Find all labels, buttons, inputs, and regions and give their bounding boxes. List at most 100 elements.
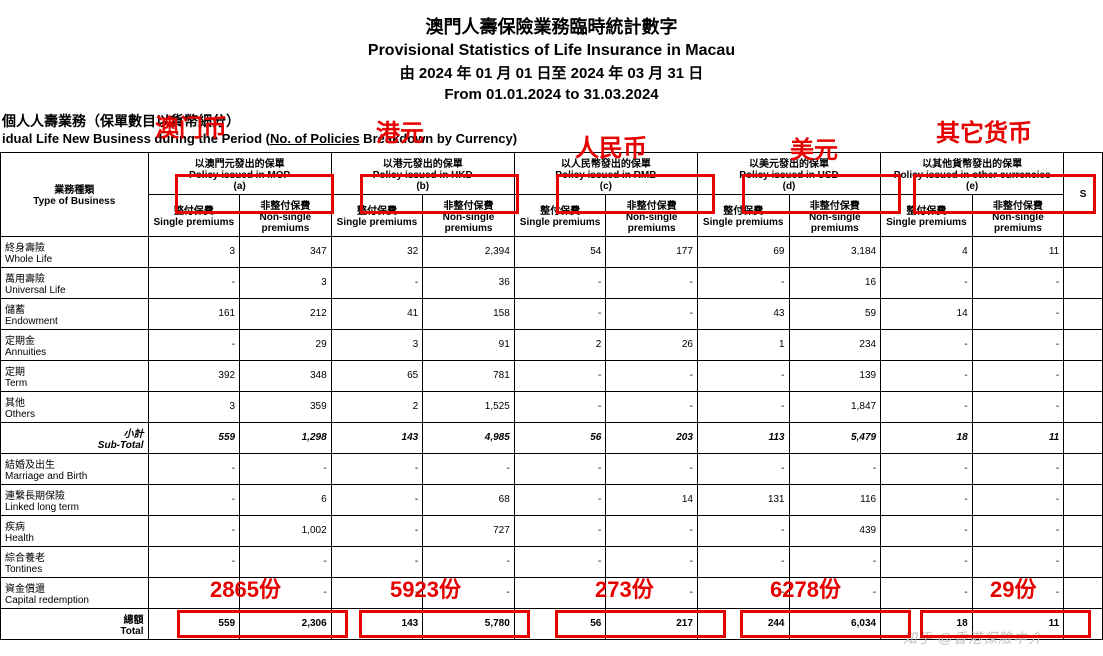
cell-value: 5,780: [423, 608, 515, 639]
table-body: 終身壽險Whole Life3347322,39454177693,184411…: [1, 236, 1103, 639]
cell-value: 3: [148, 236, 240, 267]
cell-value: 2: [331, 391, 423, 422]
cell-value: -: [514, 267, 606, 298]
cell-value: 348: [240, 360, 332, 391]
cell-value: -: [972, 453, 1064, 484]
table-head: 業務種類Type of Business 以澳門元發出的保單Policy iss…: [1, 152, 1103, 236]
cell-value: 212: [240, 298, 332, 329]
cell-value: -: [789, 453, 881, 484]
row-label: 疾病Health: [1, 515, 149, 546]
annotation-label: 其它货币: [936, 113, 1032, 148]
cell-value: 11: [972, 422, 1064, 453]
cell-value: -: [606, 453, 698, 484]
cell-value: 69: [697, 236, 789, 267]
cell-value: -: [331, 267, 423, 298]
table-row: 其他Others335921,525---1,847--: [1, 391, 1103, 422]
cell-value: -: [148, 329, 240, 360]
cell-value: 781: [423, 360, 515, 391]
cell-value: 359: [240, 391, 332, 422]
cell-value: 41: [331, 298, 423, 329]
row-label: 小計Sub-Total: [1, 422, 149, 453]
row-label: 終身壽險Whole Life: [1, 236, 149, 267]
col-single: 整付保費Single premiums: [331, 194, 423, 236]
cell-value: 3: [148, 391, 240, 422]
cell-value: 18: [881, 422, 973, 453]
cell-value: 2,306: [240, 608, 332, 639]
cell-value: 347: [240, 236, 332, 267]
cell-value: 54: [514, 236, 606, 267]
cell-value: 203: [606, 422, 698, 453]
table-row: 終身壽險Whole Life3347322,39454177693,184411: [1, 236, 1103, 267]
cell-value: 43: [697, 298, 789, 329]
cell-value: 11: [972, 236, 1064, 267]
cell-value: 2: [514, 329, 606, 360]
cell-value: 158: [423, 298, 515, 329]
cell-value: 3: [240, 267, 332, 298]
cell-value: -: [148, 515, 240, 546]
row-label: 連繫長期保險Linked long term: [1, 484, 149, 515]
cell-value: -: [148, 484, 240, 515]
cell-value: 143: [331, 422, 423, 453]
row-label: 資金償還Capital redemption: [1, 577, 149, 608]
table-row: 小計Sub-Total5591,2981434,985562031135,479…: [1, 422, 1103, 453]
table-row: 定期Term39234865781---139--: [1, 360, 1103, 391]
policy-table: 業務種類Type of Business 以澳門元發出的保單Policy iss…: [0, 152, 1103, 640]
cell-value: 4: [881, 236, 973, 267]
table-row: 萬用壽險Universal Life-3-36---16--: [1, 267, 1103, 298]
cell-value: 3,184: [789, 236, 881, 267]
cell-value: -: [514, 453, 606, 484]
cell-value: -: [881, 267, 973, 298]
col-tail: S: [1064, 152, 1103, 236]
row-label: 結婚及出生Marriage and Birth: [1, 453, 149, 484]
cell-value: 6: [240, 484, 332, 515]
cell-value: -: [606, 360, 698, 391]
col-single: 整付保費Single premiums: [148, 194, 240, 236]
cell-value: 439: [789, 515, 881, 546]
cell-value: -: [972, 391, 1064, 422]
period-en: From 01.01.2024 to 31.03.2024: [0, 84, 1103, 105]
annotation-label: 人民币: [575, 128, 647, 163]
annotation-label: 6278份: [770, 572, 841, 604]
cell-value: -: [881, 329, 973, 360]
cell-value: -: [148, 453, 240, 484]
cell-value: 1: [697, 329, 789, 360]
cell-value: -: [972, 484, 1064, 515]
cell-value: -: [972, 329, 1064, 360]
cell-value: -: [514, 577, 606, 608]
cell-value: 559: [148, 422, 240, 453]
col-single: 整付保費Single premiums: [697, 194, 789, 236]
col-single: 整付保費Single premiums: [514, 194, 606, 236]
col-group-hkd: 以港元發出的保單Policy issued in HKD(b): [331, 152, 514, 194]
cell-value: -: [606, 267, 698, 298]
col-nonsingle: 非整付保費Non-single premiums: [789, 194, 881, 236]
table-row: 疾病Health-1,002-727---439--: [1, 515, 1103, 546]
cell-value: -: [514, 391, 606, 422]
col-group-usd: 以美元發出的保單Policy issued in USD(d): [697, 152, 880, 194]
cell-value: -: [697, 453, 789, 484]
cell-value: -: [514, 546, 606, 577]
col-type: 業務種類Type of Business: [1, 152, 149, 236]
table-row: 結婚及出生Marriage and Birth----------: [1, 453, 1103, 484]
cell-value: 1,847: [789, 391, 881, 422]
col-nonsingle: 非整付保費Non-single premiums: [423, 194, 515, 236]
cell-value: 6,034: [789, 608, 881, 639]
cell-value: 139: [789, 360, 881, 391]
cell-value: 1,298: [240, 422, 332, 453]
annotation-label: 273份: [595, 572, 654, 604]
cell-value: 113: [697, 422, 789, 453]
cell-value: 68: [423, 484, 515, 515]
col-group-mop: 以澳門元發出的保單Policy issued in MOP(a): [148, 152, 331, 194]
cell-value: 65: [331, 360, 423, 391]
cell-value: 131: [697, 484, 789, 515]
row-label: 其他Others: [1, 391, 149, 422]
cell-value: -: [972, 298, 1064, 329]
title-cn: 澳門人壽保險業務臨時統計數字: [0, 15, 1103, 40]
cell-value: -: [972, 360, 1064, 391]
row-label: 綜合養老Tontines: [1, 546, 149, 577]
cell-value: -: [881, 484, 973, 515]
annotation-label: 5923份: [390, 572, 461, 604]
table-row: 定期金Annuities-293912261234--: [1, 329, 1103, 360]
annotation-label: 29份: [990, 572, 1036, 604]
cell-value: 177: [606, 236, 698, 267]
cell-value: -: [240, 453, 332, 484]
